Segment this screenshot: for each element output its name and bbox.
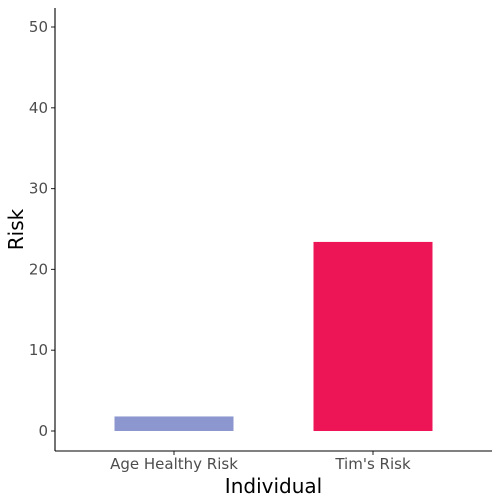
y-tick-label-2: 20 bbox=[29, 260, 48, 278]
y-tick-label-3: 30 bbox=[29, 180, 48, 198]
y-tick-label-5: 50 bbox=[29, 18, 48, 36]
bars-group bbox=[114, 241, 433, 431]
y-axis-ticks: 0 10 20 30 40 50 bbox=[29, 18, 55, 440]
bar-1 bbox=[313, 241, 433, 431]
y-tick-label-1: 10 bbox=[29, 341, 48, 359]
x-tick-label-0: Age Healthy Risk bbox=[110, 455, 238, 473]
y-axis-title: Risk bbox=[4, 208, 28, 250]
bar-0 bbox=[114, 416, 234, 431]
x-axis-title: Individual bbox=[225, 474, 322, 498]
x-axis-ticks: Age Healthy Risk Tim's Risk bbox=[110, 451, 411, 473]
y-tick-label-0: 0 bbox=[38, 422, 48, 440]
y-tick-label-4: 40 bbox=[29, 99, 48, 117]
x-tick-label-1: Tim's Risk bbox=[334, 455, 411, 473]
